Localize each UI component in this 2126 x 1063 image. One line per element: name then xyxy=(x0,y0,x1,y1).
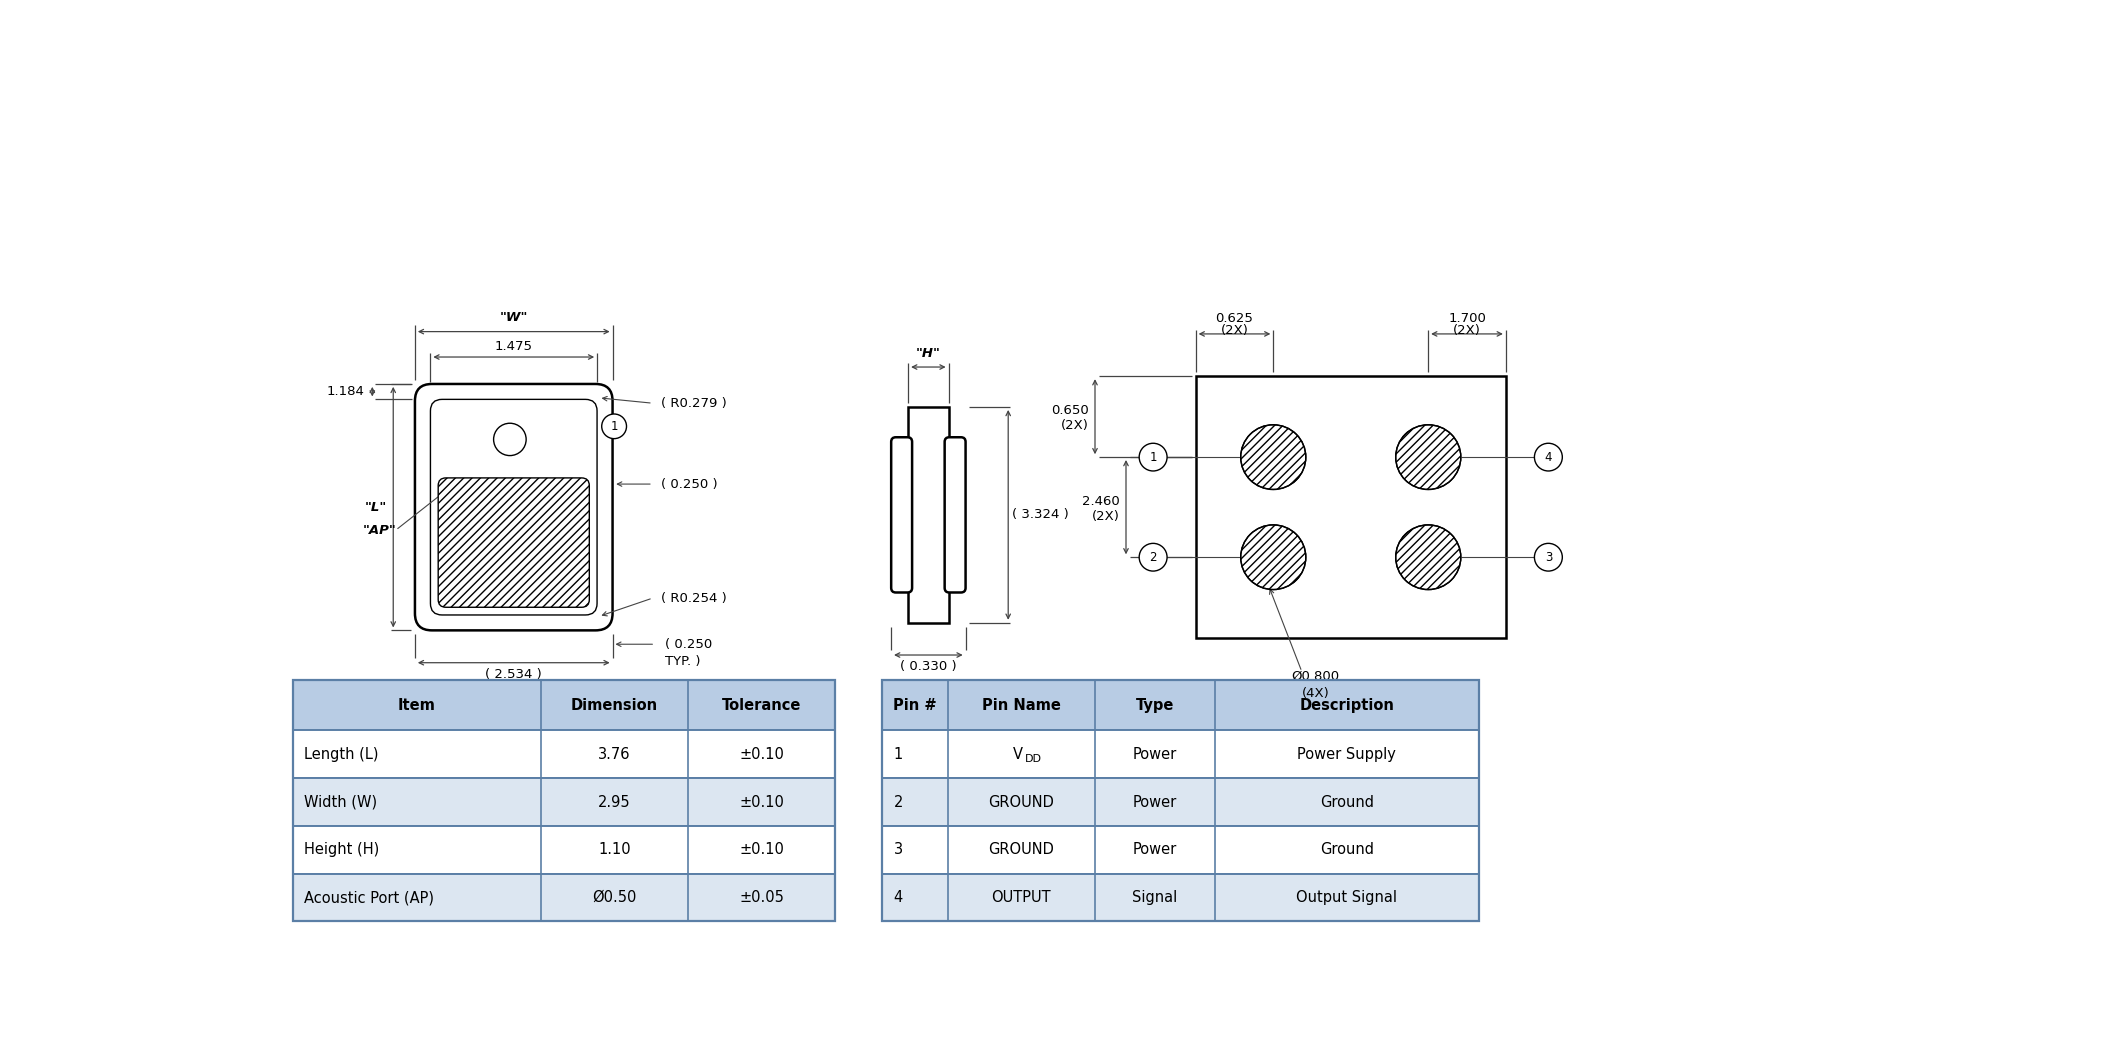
Bar xyxy=(882,778,1478,826)
Text: 1.184: 1.184 xyxy=(327,385,364,399)
Bar xyxy=(293,778,836,826)
Text: Width (W): Width (W) xyxy=(304,794,378,810)
Text: ±0.10: ±0.10 xyxy=(740,842,784,858)
FancyBboxPatch shape xyxy=(944,437,965,592)
Text: "AP": "AP" xyxy=(364,524,398,537)
Text: (2X): (2X) xyxy=(1061,420,1089,433)
Bar xyxy=(882,680,1478,922)
Text: ( R0.254 ): ( R0.254 ) xyxy=(661,591,727,605)
Text: (2X): (2X) xyxy=(1220,324,1248,337)
FancyBboxPatch shape xyxy=(429,400,597,615)
Text: ( 2.534 ): ( 2.534 ) xyxy=(485,668,542,680)
Text: GROUND: GROUND xyxy=(989,842,1054,858)
Text: Tolerance: Tolerance xyxy=(723,698,802,713)
Text: Type: Type xyxy=(1135,698,1174,713)
Text: ( 0.250 ): ( 0.250 ) xyxy=(661,477,716,490)
Text: (2X): (2X) xyxy=(1093,510,1120,523)
Text: ( 3.324 ): ( 3.324 ) xyxy=(1012,508,1069,521)
Text: ( 0.330 ): ( 0.330 ) xyxy=(899,660,957,673)
Text: "H": "H" xyxy=(916,347,942,359)
Bar xyxy=(882,874,1478,922)
Bar xyxy=(293,874,836,922)
Circle shape xyxy=(602,414,627,439)
Text: (2X): (2X) xyxy=(1452,324,1482,337)
Circle shape xyxy=(1535,443,1563,471)
Text: ±0.10: ±0.10 xyxy=(740,794,784,810)
Bar xyxy=(293,826,836,874)
FancyBboxPatch shape xyxy=(438,478,589,607)
Text: Power: Power xyxy=(1133,747,1178,762)
Text: "L": "L" xyxy=(366,501,387,513)
Bar xyxy=(293,680,836,922)
Circle shape xyxy=(1395,525,1461,590)
Text: Ø0.800: Ø0.800 xyxy=(1293,670,1339,684)
Text: Ø0.50: Ø0.50 xyxy=(593,890,636,905)
Circle shape xyxy=(1140,543,1167,571)
FancyBboxPatch shape xyxy=(415,384,612,630)
Text: Pin Name: Pin Name xyxy=(982,698,1061,713)
Text: 3: 3 xyxy=(1546,551,1552,563)
Text: ±0.05: ±0.05 xyxy=(740,890,784,905)
Circle shape xyxy=(493,423,525,456)
Text: 2: 2 xyxy=(893,794,904,810)
Text: Pin #: Pin # xyxy=(893,698,938,713)
Text: 4: 4 xyxy=(1546,451,1552,463)
Circle shape xyxy=(1535,543,1563,571)
Text: Output Signal: Output Signal xyxy=(1297,890,1397,905)
Text: 1.10: 1.10 xyxy=(597,842,631,858)
Text: 1: 1 xyxy=(893,747,904,762)
Text: Ground: Ground xyxy=(1320,842,1373,858)
Circle shape xyxy=(1140,443,1167,471)
Text: 1: 1 xyxy=(610,420,619,433)
Text: Power: Power xyxy=(1133,794,1178,810)
Bar xyxy=(882,826,1478,874)
Circle shape xyxy=(1395,425,1461,489)
Text: Height (H): Height (H) xyxy=(304,842,381,858)
Bar xyxy=(1195,376,1505,638)
Text: Signal: Signal xyxy=(1133,890,1178,905)
Text: OUTPUT: OUTPUT xyxy=(991,890,1050,905)
Text: Power: Power xyxy=(1133,842,1178,858)
Text: 2: 2 xyxy=(1150,551,1157,563)
Text: 0.625: 0.625 xyxy=(1216,313,1254,325)
Text: Item: Item xyxy=(398,698,436,713)
Text: 1.700: 1.700 xyxy=(1448,313,1486,325)
FancyBboxPatch shape xyxy=(891,437,912,592)
Text: 2.95: 2.95 xyxy=(597,794,631,810)
Text: Power Supply: Power Supply xyxy=(1297,747,1397,762)
Bar xyxy=(882,730,1478,778)
Text: 0.650: 0.650 xyxy=(1050,404,1089,417)
Text: 4: 4 xyxy=(893,890,904,905)
Circle shape xyxy=(1242,525,1305,590)
Text: Dimension: Dimension xyxy=(572,698,659,713)
Text: V: V xyxy=(1012,747,1023,762)
Text: 3.76: 3.76 xyxy=(597,747,631,762)
Bar xyxy=(908,407,948,623)
Text: ( 0.250: ( 0.250 xyxy=(665,638,712,651)
Text: DD: DD xyxy=(1025,754,1042,764)
Text: 2.460: 2.460 xyxy=(1082,494,1120,507)
Text: TYP. ): TYP. ) xyxy=(665,655,702,668)
Text: 1: 1 xyxy=(1150,451,1157,463)
Text: Ground: Ground xyxy=(1320,794,1373,810)
Text: Description: Description xyxy=(1299,698,1395,713)
Text: Length (L): Length (L) xyxy=(304,747,378,762)
Text: (4X): (4X) xyxy=(1301,687,1329,701)
Text: ±0.10: ±0.10 xyxy=(740,747,784,762)
Text: 1.475: 1.475 xyxy=(495,340,534,353)
Bar xyxy=(293,680,836,730)
Text: Acoustic Port (AP): Acoustic Port (AP) xyxy=(304,890,434,905)
Bar xyxy=(293,730,836,778)
Bar xyxy=(882,680,1478,730)
Text: 3: 3 xyxy=(893,842,904,858)
Text: ( R0.279 ): ( R0.279 ) xyxy=(661,396,727,409)
Text: "W": "W" xyxy=(500,311,527,324)
Circle shape xyxy=(1242,425,1305,489)
Text: GROUND: GROUND xyxy=(989,794,1054,810)
